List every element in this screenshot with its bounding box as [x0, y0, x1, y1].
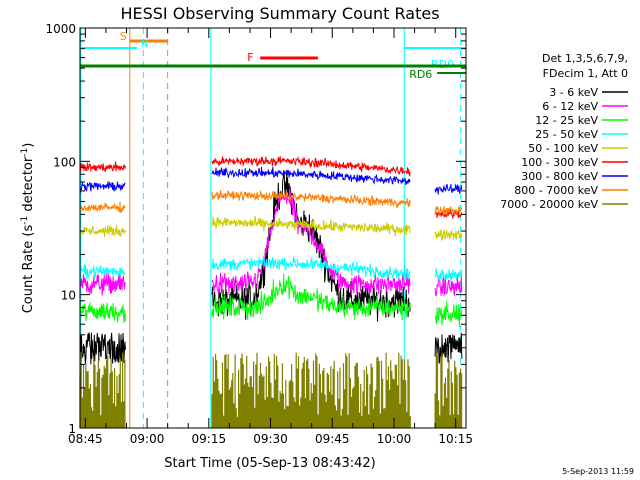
x-tick-label: 09:15	[192, 432, 227, 446]
series-line-segment	[434, 183, 463, 195]
series-line-segment	[434, 205, 463, 216]
x-tick-label: 09:00	[130, 432, 165, 446]
legend-label: 50 - 100 keV	[528, 142, 598, 155]
series-line-segment	[79, 263, 126, 280]
legend-label: 300 - 800 keV	[521, 170, 598, 183]
flag-label: N	[141, 39, 148, 50]
y-tick-label: 1000	[45, 22, 76, 36]
series-line-segment	[211, 255, 411, 281]
x-tick-label: 10:15	[438, 432, 473, 446]
flag-label: S	[120, 30, 127, 43]
generation-timestamp: 5-Sep-2013 11:59	[562, 467, 634, 476]
x-axis-label: Start Time (05-Sep-13 08:43:42)	[164, 456, 375, 471]
flag-label: RD6	[409, 68, 432, 81]
series-line-segment	[434, 332, 463, 364]
x-tick-label: 10:00	[377, 432, 412, 446]
spike-band	[211, 352, 411, 428]
legend: Det 1,3,5,6,7,9, FDecim 1, Att 0 3 - 6 k…	[500, 52, 628, 211]
series-line-segment	[79, 224, 126, 238]
plot-frame	[79, 27, 467, 429]
series-800_7000keV	[79, 189, 463, 216]
plot-data-layer: SNFRD0RD6	[79, 28, 466, 428]
x-tick-label: 09:30	[253, 432, 288, 446]
legend-header-line-2: FDecim 1, Att 0	[543, 67, 628, 80]
legend-label: 800 - 7000 keV	[514, 184, 598, 197]
x-tick-label: 09:45	[315, 432, 350, 446]
legend-label: 3 - 6 keV	[549, 86, 598, 99]
axes-layer: 08:45 09:00 09:15 09:30 09:45 10:00 10:15 1 10 10…	[45, 22, 473, 446]
series-line-segment	[211, 188, 411, 296]
series-line-segment	[79, 161, 126, 172]
series-line-segment	[434, 268, 463, 282]
y-tick-label: 100	[53, 155, 76, 169]
legend-label: 100 - 300 keV	[521, 156, 598, 169]
series-line-segment	[211, 273, 411, 321]
series-line-segment	[211, 156, 411, 177]
series-line-segment	[79, 302, 126, 324]
series-line-segment	[211, 166, 411, 185]
series-line-segment	[79, 201, 126, 214]
series-line-segment	[79, 181, 126, 193]
legend-label: 25 - 50 keV	[535, 128, 598, 141]
series-line-segment	[211, 189, 411, 209]
legend-label: 12 - 25 keV	[535, 114, 598, 127]
series-300_800keV	[79, 166, 463, 195]
legend-label: 7000 - 20000 keV	[500, 198, 598, 211]
series-line-segment	[79, 273, 126, 296]
y-axis-label: Count Rate (s-1 detector-1)	[20, 143, 36, 314]
series-line-segment	[434, 301, 463, 328]
series-7000_20000keV	[79, 352, 463, 428]
series-50_100keV	[79, 216, 463, 241]
spike-band	[434, 352, 463, 428]
series-line-segment	[434, 229, 463, 241]
series-line-segment	[211, 216, 411, 237]
series-line-segment	[79, 332, 126, 365]
y-tick-label: 1	[68, 422, 76, 436]
flag-label: F	[247, 51, 253, 64]
legend-header-line-1: Det 1,3,5,6,7,9,	[542, 52, 628, 65]
y-tick-label: 10	[61, 289, 76, 303]
spike-band	[79, 352, 126, 428]
chart-title: HESSI Observing Summary Count Rates	[120, 4, 439, 23]
series-25_50keV	[79, 255, 463, 282]
x-tick-label: 08:45	[68, 432, 103, 446]
series-12_25keV	[79, 273, 463, 328]
legend-label: 6 - 12 keV	[542, 100, 598, 113]
